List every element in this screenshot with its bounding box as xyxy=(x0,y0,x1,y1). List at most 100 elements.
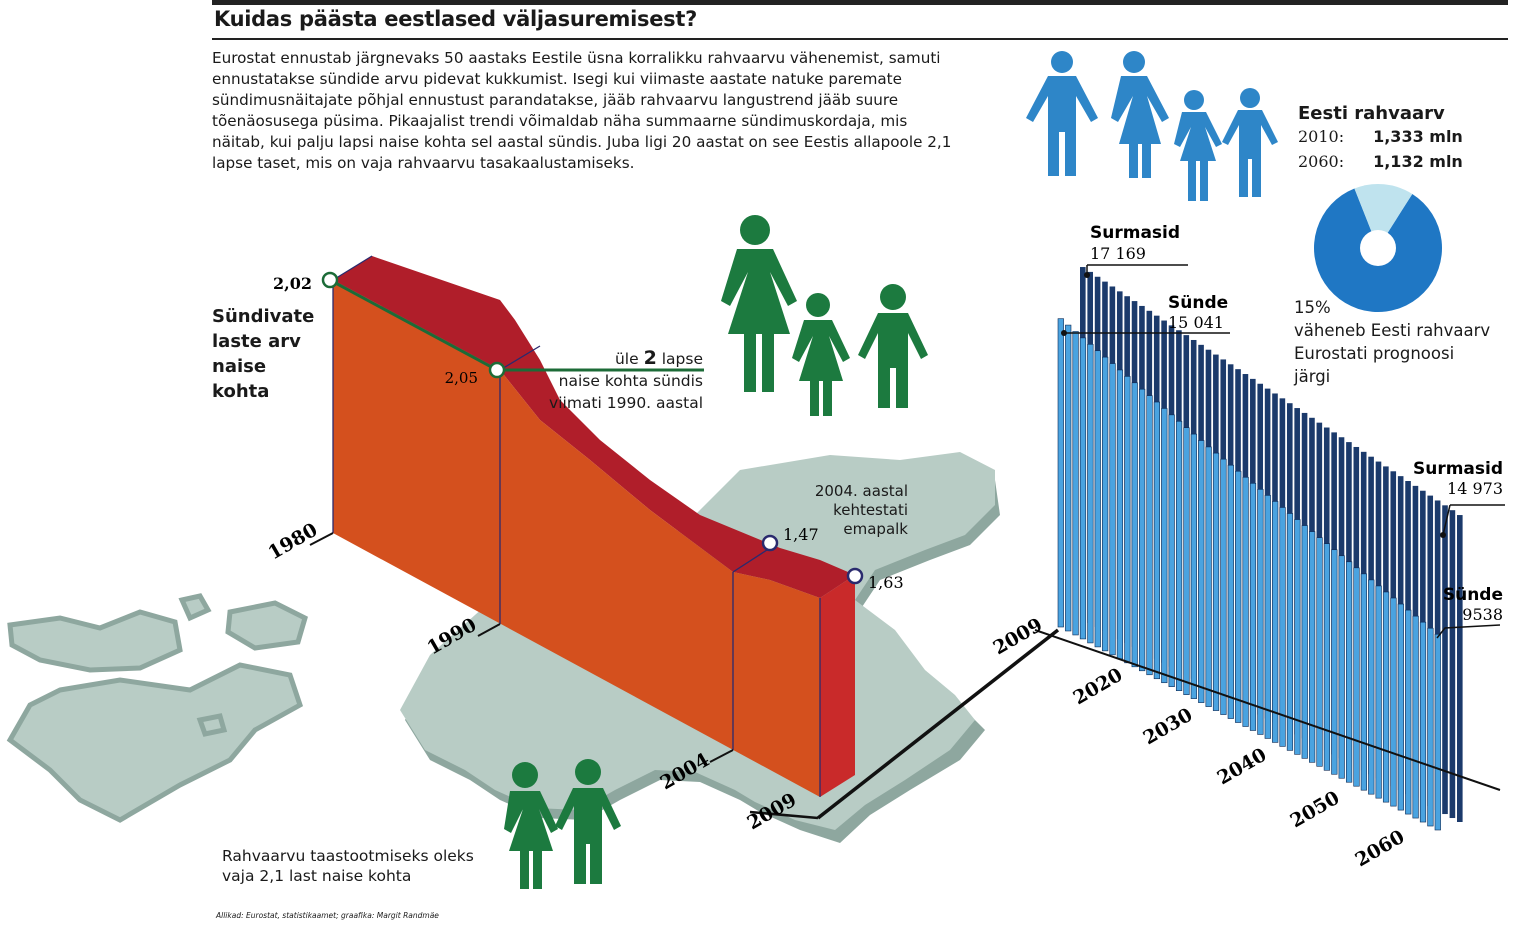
population-value: 1,132 mln xyxy=(1373,152,1463,171)
births-bar-2039 xyxy=(1279,507,1286,747)
tfr-value-1990: 2,05 xyxy=(445,369,478,387)
title-rule xyxy=(212,38,1508,40)
deaths-bar-2058 xyxy=(1442,505,1448,815)
births-bar-2043 xyxy=(1309,531,1316,763)
births-bar-2042 xyxy=(1301,525,1308,759)
tfr-value-2004: 1,47 xyxy=(783,525,819,544)
deaths-label-end: Surmasid xyxy=(1413,459,1503,479)
bars-x-axis xyxy=(1034,629,1501,791)
decline-note: 15% väheneb Eesti rahvaarv Eurostati pro… xyxy=(1294,296,1494,388)
births-label-start: Sünde xyxy=(1168,293,1228,313)
births-callout-end xyxy=(1436,624,1501,639)
births-bar-2030 xyxy=(1212,452,1220,711)
population-title: Eesti rahvaarv xyxy=(1298,103,1445,124)
population-pie xyxy=(1314,184,1442,312)
deaths-value-end: 14 973 xyxy=(1447,479,1503,498)
map-muhu xyxy=(225,600,308,651)
births-bar-2056 xyxy=(1405,609,1412,815)
births-bar-2016 xyxy=(1109,363,1116,656)
tfr-end-face xyxy=(820,575,855,797)
tfr-value-2009: 1,63 xyxy=(868,573,904,592)
births-bar-2017 xyxy=(1116,369,1124,660)
births-bar-2054 xyxy=(1390,597,1397,807)
tfr-title: Sündivate laste arv naise kohta xyxy=(212,306,315,402)
bars-group xyxy=(1057,267,1463,831)
births-bar-2032 xyxy=(1227,464,1234,719)
births-bar-2046 xyxy=(1331,549,1338,775)
deaths-label-start: Surmasid xyxy=(1090,223,1180,243)
births-bar-2010 xyxy=(1065,324,1072,632)
tfr-marker-1980 xyxy=(321,271,339,289)
note-1990-prefix: üle xyxy=(614,350,639,368)
note-replacement: Rahvaarvu taastootmiseks oleks vaja 2,1 … xyxy=(222,847,474,885)
births-bar-2037 xyxy=(1264,495,1271,739)
population-row-2010: 2010: 1,333 mln xyxy=(1298,124,1463,149)
note-1990-number: 2 xyxy=(643,347,657,369)
deaths-callout-end xyxy=(1442,504,1451,536)
births-bar-2022 xyxy=(1153,401,1160,680)
intro-text: Eurostat ennustab järgnevaks 50 aastaks … xyxy=(212,49,952,172)
births-deaths-chart: Surmasid 17 169 Sünde 15 041 Surmasid 14… xyxy=(990,223,1505,871)
tfr-x-axis xyxy=(816,628,1060,820)
population-year: 2010: xyxy=(1298,127,1345,146)
births-bar-2028 xyxy=(1198,440,1205,703)
births-bar-2033 xyxy=(1235,470,1242,723)
pie-hole xyxy=(1360,230,1396,266)
bars-year-2020: 2020 xyxy=(1070,664,1127,709)
map-saaremaa xyxy=(6,662,304,823)
tfr-top-surface xyxy=(333,256,855,598)
births-bar-2026 xyxy=(1183,427,1190,695)
births-bar-2012 xyxy=(1079,337,1087,640)
top-bar xyxy=(212,0,1508,5)
bars-year-2030: 2030 xyxy=(1140,704,1197,749)
births-bar-2025 xyxy=(1175,420,1183,691)
tfr-tick-2004 xyxy=(709,749,734,763)
bars-year-2009: 2009 xyxy=(990,614,1047,659)
births-bar-2055 xyxy=(1397,603,1404,811)
births-bar-2035 xyxy=(1249,483,1257,731)
deaths-dot-start xyxy=(1084,272,1090,278)
births-bar-2058 xyxy=(1419,621,1427,823)
births-bar-2048 xyxy=(1345,561,1353,783)
tfr-tick-1990 xyxy=(477,623,501,637)
births-bar-2013 xyxy=(1087,344,1094,644)
births-bar-2027 xyxy=(1190,433,1197,699)
births-bar-2018 xyxy=(1124,376,1131,664)
note-1990-rest: naise kohta sündis viimati 1990. aastal xyxy=(549,372,703,412)
births-bar-2021 xyxy=(1146,395,1153,676)
tfr-front-surface xyxy=(333,280,820,797)
pie-decline-slice xyxy=(1354,184,1413,248)
deaths-dot-end xyxy=(1440,532,1446,538)
births-bar-2049 xyxy=(1353,567,1360,787)
tfr-gridlines xyxy=(332,255,821,797)
births-bar-2023 xyxy=(1161,408,1168,684)
births-bar-2040 xyxy=(1286,513,1294,751)
population-row-2060: 2060: 1,132 mln xyxy=(1298,149,1463,174)
births-bar-2024 xyxy=(1168,414,1175,688)
population-box: Eesti rahvaarv 2010: 1,333 mln 2060: 1,1… xyxy=(1298,103,1463,174)
bars-year-2050: 2050 xyxy=(1287,787,1344,832)
decline-text: väheneb Eesti rahvaarv Eurostati prognoo… xyxy=(1294,321,1491,386)
note-2004: 2004. aastal kehtestati emapalk xyxy=(814,482,908,538)
births-bar-2014 xyxy=(1094,350,1101,648)
births-bar-2052 xyxy=(1375,585,1382,799)
deaths-value-start: 17 169 xyxy=(1090,244,1146,263)
births-bar-2051 xyxy=(1368,579,1375,795)
births-bar-2015 xyxy=(1102,356,1109,652)
tfr-marker-1990 xyxy=(488,361,506,379)
births-value-start: 15 041 xyxy=(1168,313,1224,332)
population-value: 1,333 mln xyxy=(1373,127,1463,146)
births-bar-2009 xyxy=(1057,318,1064,628)
green-family-icon xyxy=(504,215,928,889)
births-bar-2019 xyxy=(1131,382,1138,668)
note-1990-suffix: lapse xyxy=(661,350,703,368)
source-credit: Allikad: Eurostat, statistikaamet; graaf… xyxy=(216,911,439,920)
births-bar-2029 xyxy=(1205,446,1212,707)
tfr-value-1980: 2,02 xyxy=(273,274,312,293)
births-bar-2045 xyxy=(1323,543,1331,771)
decline-pct: 15% xyxy=(1294,298,1331,317)
births-bar-2038 xyxy=(1272,501,1279,743)
tfr-tick-1980 xyxy=(309,532,334,546)
births-bar-2044 xyxy=(1316,537,1323,767)
tfr-marker-2009 xyxy=(846,567,864,585)
